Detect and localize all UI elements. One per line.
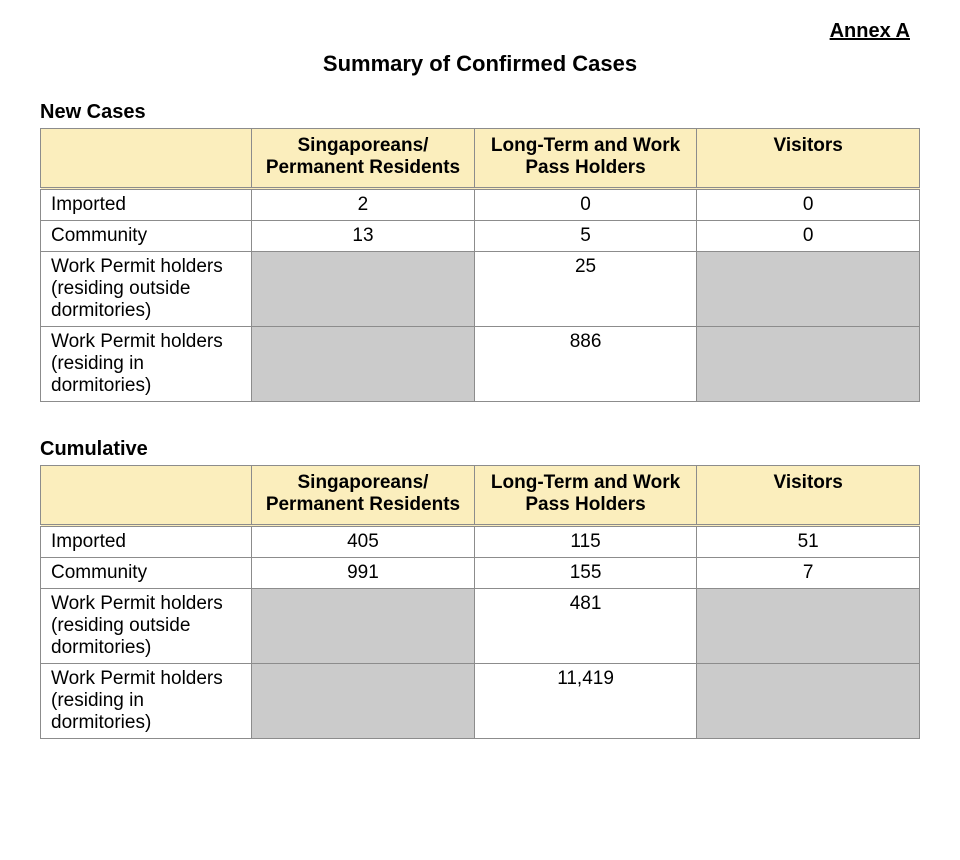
cell-value: 481 <box>474 589 697 664</box>
cell-blank <box>697 589 920 664</box>
cell-value: 0 <box>474 189 697 221</box>
row-label: Community <box>41 558 252 589</box>
cell-blank <box>252 252 475 327</box>
row-label: Work Permit holders (residing in dormito… <box>41 664 252 739</box>
cell-value: 991 <box>252 558 475 589</box>
cell-value: 51 <box>697 526 920 558</box>
section-heading-new: New Cases <box>40 101 920 124</box>
row-label: Work Permit holders (residing outside do… <box>41 252 252 327</box>
table-row: Work Permit holders (residing in dormito… <box>41 327 920 402</box>
cell-blank <box>697 327 920 402</box>
annex-label: Annex A <box>40 20 920 43</box>
table-row: Work Permit holders (residing in dormito… <box>41 664 920 739</box>
table-cumulative: Singaporeans/ Permanent Residents Long-T… <box>40 465 920 739</box>
table-row: Community 991 155 7 <box>41 558 920 589</box>
header-ltwp: Long-Term and Work Pass Holders <box>474 129 697 189</box>
header-visitors: Visitors <box>697 129 920 189</box>
section-heading-cumulative: Cumulative <box>40 438 920 461</box>
header-spr: Singaporeans/ Permanent Residents <box>252 129 475 189</box>
cell-blank <box>252 589 475 664</box>
header-blank <box>41 129 252 189</box>
cell-value: 2 <box>252 189 475 221</box>
cell-blank <box>697 664 920 739</box>
table-row: Community 13 5 0 <box>41 221 920 252</box>
cell-value: 7 <box>697 558 920 589</box>
table-row: Imported 2 0 0 <box>41 189 920 221</box>
table-row: Work Permit holders (residing outside do… <box>41 589 920 664</box>
table-row: Imported 405 115 51 <box>41 526 920 558</box>
row-label: Imported <box>41 526 252 558</box>
cell-value: 886 <box>474 327 697 402</box>
header-visitors: Visitors <box>697 466 920 526</box>
cell-value: 5 <box>474 221 697 252</box>
row-label: Work Permit holders (residing outside do… <box>41 589 252 664</box>
row-label: Community <box>41 221 252 252</box>
header-spr: Singaporeans/ Permanent Residents <box>252 466 475 526</box>
cell-blank <box>697 252 920 327</box>
table-header-row: Singaporeans/ Permanent Residents Long-T… <box>41 466 920 526</box>
table-header-row: Singaporeans/ Permanent Residents Long-T… <box>41 129 920 189</box>
cell-value: 25 <box>474 252 697 327</box>
cell-value: 405 <box>252 526 475 558</box>
cell-value: 11,419 <box>474 664 697 739</box>
header-blank <box>41 466 252 526</box>
cell-blank <box>252 327 475 402</box>
page-title: Summary of Confirmed Cases <box>40 51 920 77</box>
cell-value: 155 <box>474 558 697 589</box>
row-label: Imported <box>41 189 252 221</box>
cell-value: 0 <box>697 189 920 221</box>
header-ltwp: Long-Term and Work Pass Holders <box>474 466 697 526</box>
table-row: Work Permit holders (residing outside do… <box>41 252 920 327</box>
cell-value: 115 <box>474 526 697 558</box>
cell-blank <box>252 664 475 739</box>
cell-value: 13 <box>252 221 475 252</box>
table-new-cases: Singaporeans/ Permanent Residents Long-T… <box>40 128 920 402</box>
cell-value: 0 <box>697 221 920 252</box>
row-label: Work Permit holders (residing in dormito… <box>41 327 252 402</box>
